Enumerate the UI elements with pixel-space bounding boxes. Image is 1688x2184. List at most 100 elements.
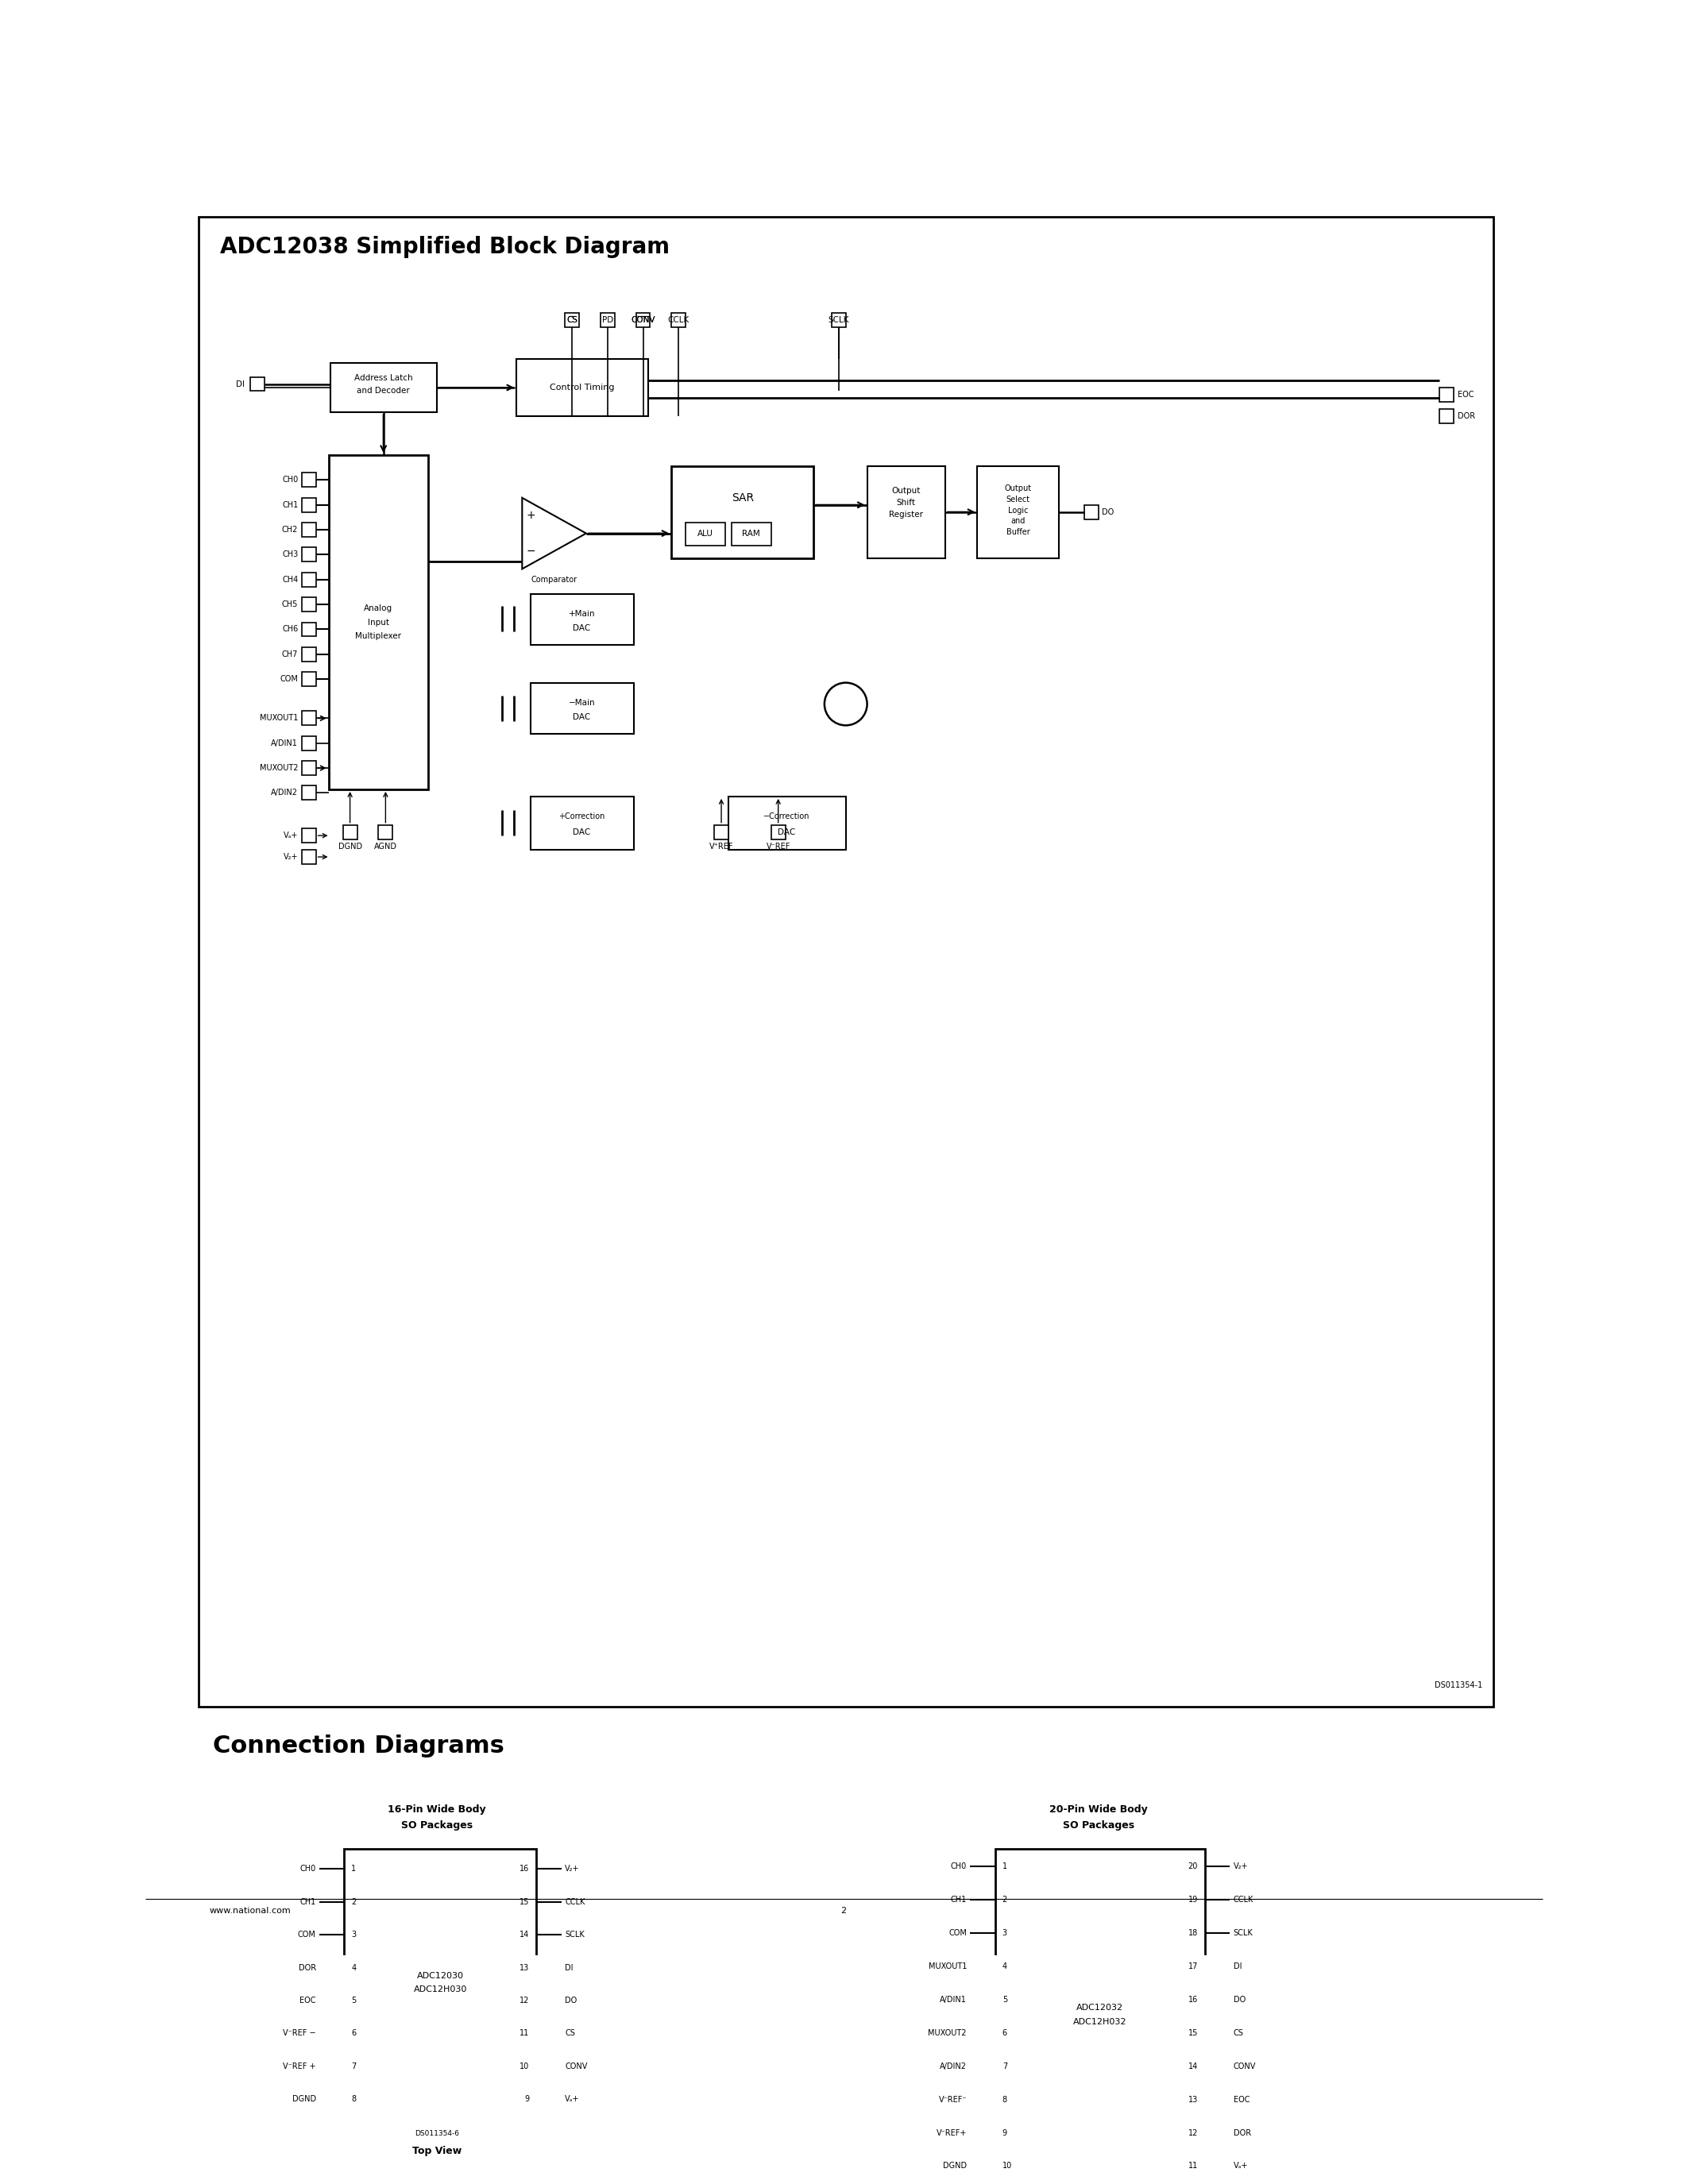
Text: CH3: CH3: [282, 550, 299, 559]
Text: CS: CS: [565, 2029, 576, 2038]
Text: DGND: DGND: [944, 2162, 967, 2171]
Text: V₂+: V₂+: [284, 854, 299, 860]
Text: SCLK: SCLK: [829, 317, 849, 323]
Text: Connection Diagrams: Connection Diagrams: [213, 1734, 505, 1758]
Text: AGND: AGND: [375, 843, 397, 850]
Text: 1: 1: [351, 1865, 356, 1874]
Text: +: +: [527, 511, 535, 522]
Text: 16: 16: [1188, 1996, 1198, 2003]
Polygon shape: [522, 498, 586, 568]
Bar: [868, 465, 945, 559]
Text: 5: 5: [1003, 1996, 1008, 2003]
Text: MUXOUT1: MUXOUT1: [928, 1961, 967, 1970]
Text: 12: 12: [1188, 2129, 1198, 2136]
Text: DO: DO: [1234, 1996, 1246, 2003]
Text: SAR: SAR: [731, 491, 755, 502]
Text: ADC12H032: ADC12H032: [1074, 2018, 1126, 2027]
Text: CONV: CONV: [631, 317, 655, 323]
Bar: [302, 572, 316, 587]
Text: 8: 8: [351, 2094, 356, 2103]
Text: DAC: DAC: [572, 625, 591, 631]
Text: V⁻REF: V⁻REF: [766, 843, 790, 850]
Text: Buffer: Buffer: [1006, 529, 1030, 535]
Bar: [832, 312, 846, 328]
Text: SCLK: SCLK: [1234, 1928, 1252, 1937]
Text: 10: 10: [520, 2062, 530, 2070]
Text: Input: Input: [368, 618, 390, 627]
Bar: [302, 760, 316, 775]
Text: Vₐ+: Vₐ+: [565, 2094, 579, 2103]
Text: ALU: ALU: [697, 531, 712, 537]
Text: CH1: CH1: [282, 500, 299, 509]
Bar: [733, 522, 771, 546]
Bar: [302, 548, 316, 561]
Bar: [302, 786, 316, 799]
Text: 16: 16: [520, 1865, 530, 1874]
Text: CONV: CONV: [565, 2062, 587, 2070]
Text: DOR: DOR: [1234, 2129, 1251, 2136]
Text: 19: 19: [1188, 1896, 1198, 1902]
Bar: [302, 622, 316, 636]
Text: Comparator: Comparator: [532, 577, 577, 583]
Text: CH6: CH6: [282, 625, 299, 633]
Text: 5: 5: [351, 1996, 356, 2005]
Text: 2: 2: [841, 1907, 846, 1915]
Bar: [250, 378, 265, 391]
Text: 7: 7: [351, 2062, 356, 2070]
Text: 15: 15: [520, 1898, 530, 1907]
Bar: [302, 673, 316, 686]
Bar: [530, 594, 633, 644]
Text: 10: 10: [1003, 2162, 1013, 2171]
Text: Logic: Logic: [1008, 507, 1028, 515]
Text: −: −: [527, 546, 535, 557]
Text: Shift: Shift: [896, 498, 917, 507]
Text: DGND: DGND: [338, 843, 361, 850]
Text: A/DIN2: A/DIN2: [940, 2062, 967, 2070]
Text: RAM: RAM: [743, 531, 760, 537]
Text: Output: Output: [1004, 485, 1031, 494]
Text: PD: PD: [603, 317, 613, 323]
Text: and Decoder: and Decoder: [356, 387, 410, 395]
Text: COM: COM: [949, 1928, 967, 1937]
Text: DOR: DOR: [299, 1963, 316, 1972]
Text: 1: 1: [1003, 1863, 1008, 1870]
Text: 16-Pin Wide Body: 16-Pin Wide Body: [388, 1804, 486, 1815]
Bar: [343, 826, 358, 839]
Bar: [565, 312, 579, 328]
Text: X: X: [841, 697, 851, 712]
Text: DS011354-1: DS011354-1: [1435, 1682, 1482, 1690]
Bar: [601, 312, 614, 328]
Text: CH5: CH5: [282, 601, 299, 609]
Text: EOC: EOC: [1234, 2094, 1249, 2103]
Bar: [685, 522, 724, 546]
Text: DI: DI: [565, 1963, 574, 1972]
Text: Vₐ+: Vₐ+: [1234, 2162, 1247, 2171]
Bar: [714, 826, 729, 839]
Text: DI: DI: [236, 380, 245, 389]
Text: Vₐ+: Vₐ+: [284, 832, 299, 839]
Text: CH1: CH1: [300, 1898, 316, 1907]
Bar: [636, 312, 650, 328]
Text: A/DIN2: A/DIN2: [272, 788, 299, 797]
Text: 18: 18: [1188, 1928, 1198, 1937]
Text: ADC12038 Simplified Block Diagram: ADC12038 Simplified Block Diagram: [219, 236, 670, 258]
Text: 4: 4: [351, 1963, 356, 1972]
Text: Output: Output: [891, 487, 920, 494]
Text: 12: 12: [520, 1996, 530, 2005]
Text: CCLK: CCLK: [565, 1898, 586, 1907]
Text: 3: 3: [351, 1931, 356, 1939]
Bar: [530, 684, 633, 734]
Text: MUXOUT1: MUXOUT1: [260, 714, 299, 723]
Text: −Correction: −Correction: [763, 812, 810, 821]
Bar: [672, 465, 814, 559]
Text: 8: 8: [1003, 2094, 1008, 2103]
Text: DI: DI: [1234, 1961, 1242, 1970]
Text: COM: COM: [297, 1931, 316, 1939]
Bar: [302, 646, 316, 662]
Text: V⁺REF: V⁺REF: [709, 843, 733, 850]
Text: Address Latch: Address Latch: [354, 373, 412, 382]
Text: www.national.com: www.national.com: [209, 1907, 290, 1915]
Circle shape: [824, 684, 868, 725]
Text: CS: CS: [567, 317, 577, 323]
Text: and: and: [1011, 518, 1025, 524]
